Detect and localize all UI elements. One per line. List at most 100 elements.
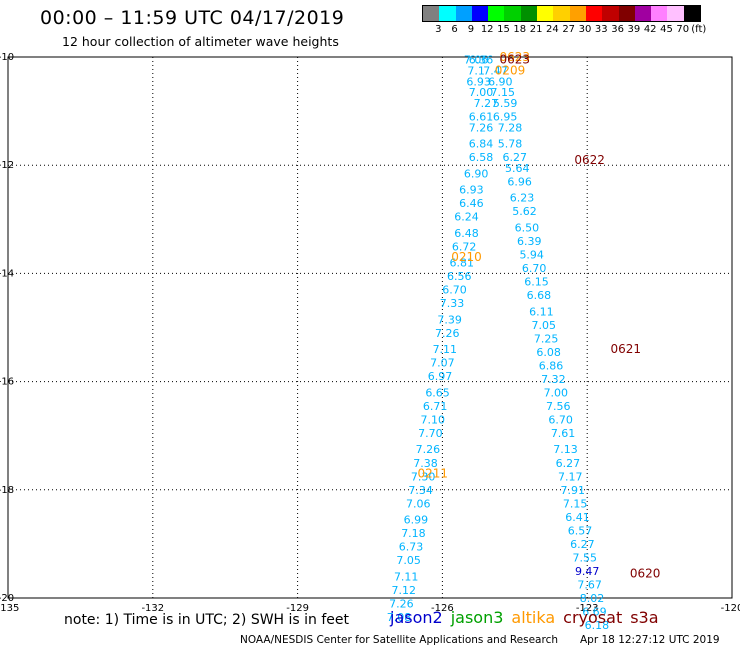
legend-swatch xyxy=(569,6,586,21)
swh-value-label: 7.11 xyxy=(394,570,419,583)
y-tick-label: -18 xyxy=(0,485,14,496)
swh-value-label: 8.02 xyxy=(580,592,605,605)
swh-value-label: 7.32 xyxy=(541,373,566,386)
swh-value-label: 7.15 xyxy=(563,497,588,510)
satellite-name-altika: altika xyxy=(511,608,556,627)
legend-swatches xyxy=(422,5,702,22)
footer-note: note: 1) Time is in UTC; 2) SWH is in fe… xyxy=(64,612,350,628)
swh-value-label: 6.18 xyxy=(585,619,610,632)
swh-value-label: 6.81 xyxy=(449,257,474,270)
color-legend: 3 6 9 12 15 18 21 24 27 30 33 36 39 42 45 70 (ft) xyxy=(422,5,706,36)
swh-value-label: 6.56 xyxy=(447,270,472,283)
swh-value-label: 7.34 xyxy=(408,484,433,497)
swh-value-label: 7.30 xyxy=(411,470,436,483)
swh-value-label: 6.36 xyxy=(469,54,494,67)
legend-swatch xyxy=(423,6,440,21)
legend-tick-label: 12 xyxy=(480,24,494,35)
timestamp-text: Apr 18 12:27:12 UTC 2019 xyxy=(580,634,720,646)
swh-value-label: 7.28 xyxy=(498,121,523,134)
y-tick-label: -12 xyxy=(0,160,14,171)
swh-value-label: 6.90 xyxy=(464,167,489,180)
swh-value-label: 7.07 xyxy=(430,357,455,370)
legend-tick-label: 3 xyxy=(435,24,442,35)
swh-value-label: 5.78 xyxy=(498,138,523,151)
legend-tick-label: 36 xyxy=(611,24,624,35)
swh-value-label: 7.13 xyxy=(553,443,578,456)
plot-frame xyxy=(7,56,733,599)
swh-value-label: 6.58 xyxy=(469,151,494,164)
legend-tick-label: 33 xyxy=(594,24,608,35)
legend-swatch xyxy=(439,6,456,21)
legend-swatch xyxy=(651,6,668,21)
legend-swatch xyxy=(618,6,635,21)
cryosat-pass-time-label: 0621 xyxy=(611,342,642,356)
satellite-name-jason3: jason3 xyxy=(450,608,504,627)
legend-swatch xyxy=(455,6,472,21)
credit-text: NOAA/NESDIS Center for Satellite Applica… xyxy=(240,634,558,646)
swh-value-label: 6.61 xyxy=(469,111,494,124)
swh-value-label: 7.06 xyxy=(406,497,431,510)
swh-value-label: 5.64 xyxy=(505,162,530,175)
swh-value-label: 6.86 xyxy=(539,359,564,372)
legend-swatch xyxy=(488,6,505,21)
swh-value-label: 6.72 xyxy=(452,240,477,253)
swh-value-label: 7.38 xyxy=(413,457,438,470)
chart-subtitle: 12 hour collection of altimeter wave hei… xyxy=(62,34,339,49)
swh-value-label: 7.26 xyxy=(435,327,460,340)
swh-value-label: 6.46 xyxy=(459,197,484,210)
cryosat-pass-time-label: 0622 xyxy=(574,153,605,167)
swh-value-label: 7.18 xyxy=(401,527,426,540)
swh-value-label: 6.90 xyxy=(488,75,513,88)
legend-swatch xyxy=(585,6,603,21)
x-tick-label: -132 xyxy=(141,603,164,614)
altika-pass-time-label: 0209 xyxy=(495,64,526,78)
swh-value-label: 6.65 xyxy=(425,386,450,399)
swh-value-label: 7.26 xyxy=(469,121,494,134)
legend-tick-label: 21 xyxy=(529,24,543,35)
legend-swatch xyxy=(553,6,570,21)
swh-value-label: 7.25 xyxy=(534,332,559,345)
swh-value-label: 7.70 xyxy=(418,427,443,440)
legend-swatch xyxy=(683,6,701,21)
swh-value-label: 6.93 xyxy=(466,75,491,88)
x-tick-label: -135 xyxy=(0,603,19,614)
swh-value-label: 6.11 xyxy=(529,305,554,318)
swh-value-label: 6.39 xyxy=(517,235,542,248)
legend-swatch xyxy=(471,6,489,21)
swh-value-label: 7.05 xyxy=(532,319,557,332)
legend-tick-label: 27 xyxy=(562,24,576,35)
swh-value-label: 6.95 xyxy=(493,111,518,124)
swh-value-label: 7.26 xyxy=(389,597,414,610)
legend-tick-label: 70 xyxy=(676,24,690,35)
swh-value-label: 7.26 xyxy=(416,443,441,456)
legend-tick-label: 39 xyxy=(627,24,641,35)
legend-swatch xyxy=(634,6,652,21)
legend-tick-label: 15 xyxy=(497,24,510,35)
satellite-legend: jason2 jason3 altika cryosat s3a xyxy=(390,608,667,627)
swh-value-label: 6.99 xyxy=(404,514,429,527)
swh-value-label: 7.55 xyxy=(573,551,598,564)
swh-value-label: 7.1 xyxy=(467,65,485,78)
legend-tick-label: 30 xyxy=(578,24,592,35)
legend-tick-label: 45 xyxy=(660,24,673,35)
swh-value-label: 7.06 xyxy=(464,54,489,67)
y-tick-label: -20 xyxy=(0,593,14,604)
swh-value-label: 7.12 xyxy=(392,584,417,597)
satellite-name-cryosat: cryosat xyxy=(563,608,623,627)
swh-value-label: 7.05 xyxy=(396,554,421,567)
swh-value-label: 5.59 xyxy=(493,97,518,110)
chart-title: 00:00 – 11:59 UTC 04/17/2019 xyxy=(40,7,345,29)
swh-value-label: 6.57 xyxy=(568,524,593,537)
swh-value-label: 6.27 xyxy=(570,538,595,551)
swh-value-label: 6.97 xyxy=(428,370,453,383)
legend-tick-label: 42 xyxy=(643,24,657,35)
x-tick-label: -126 xyxy=(431,603,454,614)
swh-value-label: 7.61 xyxy=(551,427,576,440)
legend-tick-label: 9 xyxy=(467,24,475,35)
swh-value-label: 5.94 xyxy=(519,248,544,261)
swh-value-label: 7.27 xyxy=(474,97,499,110)
swh-value-label: 5.62 xyxy=(512,205,537,218)
altika-pass-time-label: 0211 xyxy=(417,467,448,481)
swh-value-label: 7.11 xyxy=(433,343,458,356)
y-tick-label: -10 xyxy=(0,52,14,63)
